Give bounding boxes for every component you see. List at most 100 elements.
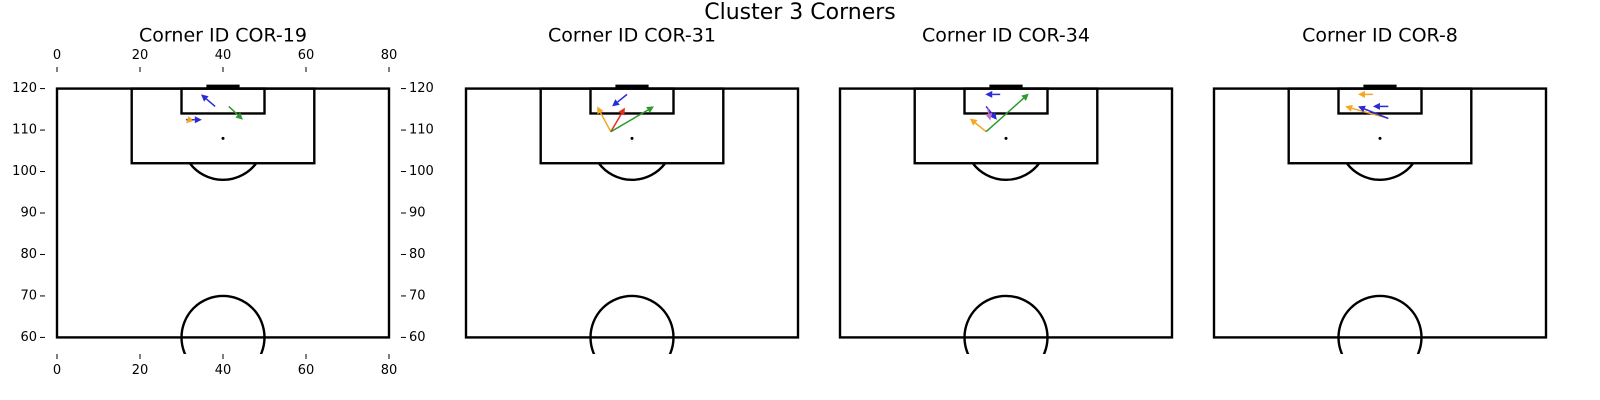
penalty-spot	[221, 136, 225, 140]
pass-arrow	[985, 93, 1029, 133]
y-tick-label: 110	[12, 123, 37, 138]
arrow-head	[597, 106, 604, 115]
x-tick-label: 0	[53, 363, 61, 378]
y-tick-label: 70	[20, 288, 37, 303]
penalty-box	[130, 87, 316, 165]
six-yard-box	[963, 87, 1049, 115]
pass-arrow	[228, 105, 243, 120]
x-tick-label: 40	[215, 48, 232, 63]
arrow-shaft	[1364, 108, 1389, 120]
pitch-outline	[838, 87, 1174, 339]
y-tick-label: 60	[409, 330, 426, 345]
arrow-head	[1358, 90, 1366, 98]
arrow-shaft	[228, 105, 239, 116]
x-tick-label: 60	[298, 363, 315, 378]
center-circle	[963, 294, 1049, 354]
penalty-spot	[1004, 136, 1008, 140]
penalty-box	[913, 87, 1099, 165]
pitch-outline	[464, 87, 800, 339]
center-spot	[1379, 336, 1381, 339]
penalty-spot	[1378, 136, 1382, 140]
arrow-shaft	[617, 93, 628, 103]
pitch-outline	[1212, 87, 1548, 339]
pitch	[838, 84, 1174, 354]
center-spot	[222, 336, 224, 339]
y-tick-label: 70	[409, 288, 426, 303]
arrow-head	[201, 94, 209, 102]
center-spot	[1005, 336, 1007, 339]
penalty-box	[1287, 87, 1473, 165]
arrow-head	[1345, 104, 1353, 112]
figure-title: Cluster 3 Corners	[704, 0, 896, 25]
x-tick-label: 40	[215, 363, 232, 378]
pitch	[464, 84, 800, 354]
arrow-shaft	[974, 122, 987, 133]
x-tick-label: 0	[53, 48, 61, 63]
y-tick-label: 80	[409, 247, 426, 262]
six-yard-box	[589, 87, 675, 115]
pitch	[55, 84, 391, 354]
arrow-head	[1372, 102, 1380, 110]
y-tick-label: 60	[20, 330, 37, 345]
arrow-shaft	[205, 98, 216, 107]
arrow-head	[612, 99, 620, 107]
pass-arrow	[186, 115, 194, 124]
penalty-spot	[630, 136, 634, 140]
arrow-shaft	[985, 97, 1025, 133]
six-yard-box	[180, 87, 266, 115]
x-tick-label: 20	[132, 363, 149, 378]
arrow-head	[969, 118, 978, 126]
arrow-head	[186, 115, 194, 124]
y-tick-label: 110	[409, 123, 434, 138]
penalty-arc	[188, 162, 258, 181]
arrow-head	[646, 106, 654, 113]
y-tick-label: 100	[12, 164, 37, 179]
arrow-head	[1021, 93, 1029, 101]
arrow-head	[985, 112, 993, 121]
y-tick-label: 90	[20, 206, 37, 221]
center-circle	[589, 294, 675, 354]
arrow-shaft	[599, 112, 612, 133]
pass-arrow	[610, 106, 654, 133]
pitch	[1212, 84, 1548, 354]
arrow-shaft	[610, 109, 649, 133]
subplot-title: Corner ID COR-34	[922, 25, 1090, 47]
arrow-head	[618, 107, 625, 116]
arrow-head	[985, 90, 993, 98]
pass-arrow	[985, 90, 1001, 98]
pass-arrow	[1372, 102, 1389, 110]
y-tick-label: 100	[409, 164, 434, 179]
center-spot	[631, 336, 633, 339]
penalty-box	[539, 87, 725, 165]
pass-arrow	[1358, 105, 1389, 120]
arrow-shaft	[987, 108, 990, 114]
subplot-title: Corner ID COR-19	[139, 25, 307, 47]
pass-arrow	[612, 93, 628, 107]
subplot-title: Corner ID COR-8	[1302, 25, 1458, 47]
arrow-head	[194, 116, 202, 124]
y-tick-label: 80	[20, 247, 37, 262]
x-tick-label: 20	[132, 48, 149, 63]
penalty-arc	[971, 162, 1041, 181]
y-tick-label: 120	[12, 81, 37, 96]
y-tick-label: 120	[409, 81, 434, 96]
penalty-arc	[597, 162, 667, 181]
pass-arrow	[985, 105, 997, 120]
pass-arrow	[1358, 90, 1373, 98]
pass-arrow	[985, 108, 993, 121]
arrow-shaft	[985, 105, 994, 115]
arrow-shaft	[610, 113, 623, 133]
arrow-head	[989, 112, 997, 120]
pass-arrow	[201, 94, 216, 107]
center-circle	[1337, 294, 1423, 354]
x-tick-label: 80	[381, 363, 398, 378]
arrow-head	[1358, 105, 1366, 113]
pass-arrow	[597, 106, 612, 133]
pitch-outline	[55, 87, 391, 339]
x-tick-label: 60	[298, 48, 315, 63]
arrow-head	[235, 112, 243, 120]
penalty-arc	[1345, 162, 1415, 181]
y-tick-label: 90	[409, 206, 426, 221]
center-circle	[180, 294, 266, 354]
